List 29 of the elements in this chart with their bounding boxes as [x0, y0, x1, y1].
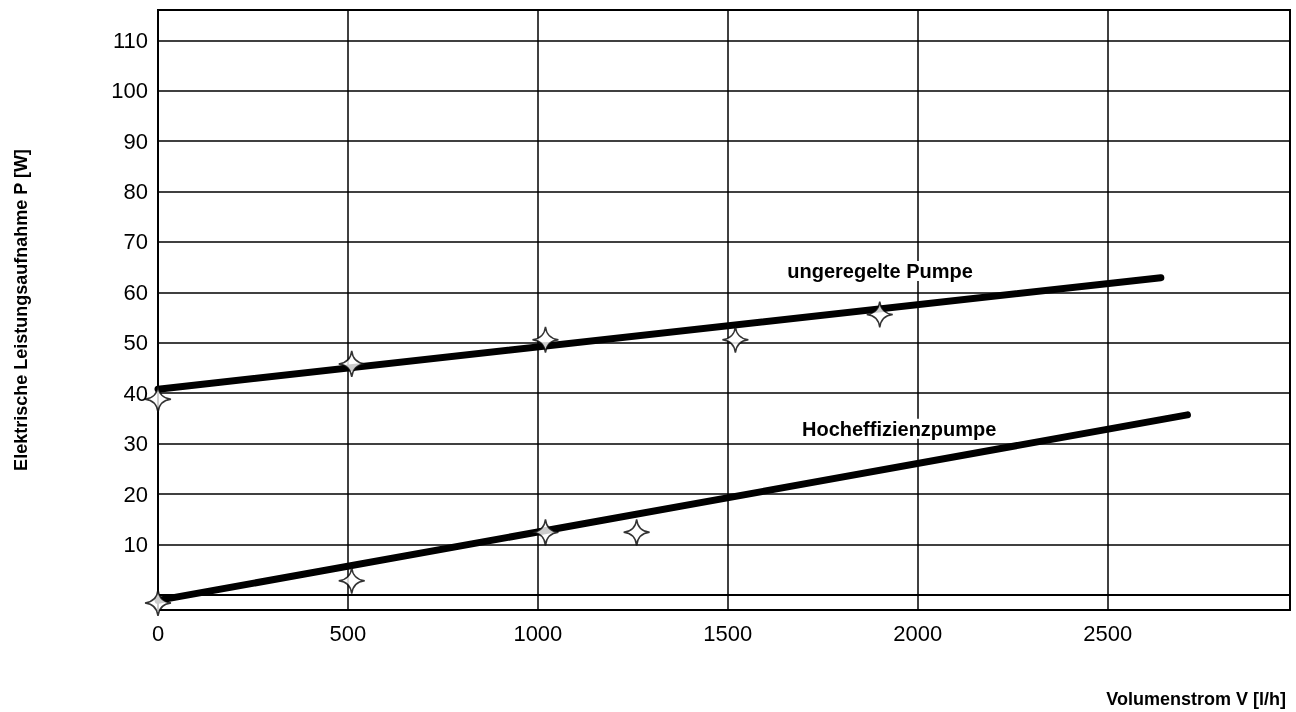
- y-tick-label: 60: [123, 279, 148, 305]
- x-tick-label: 1500: [703, 620, 753, 646]
- y-tick-label: 90: [123, 128, 148, 154]
- y-axis-title: Elektrische Leistungsaufnahme P [W]: [11, 149, 31, 471]
- y-tick-label: 110: [112, 27, 148, 53]
- y-tick-label: 20: [123, 481, 148, 507]
- x-tick-label: 2500: [1083, 620, 1133, 646]
- y-tick-label: 80: [123, 179, 148, 205]
- y-tick-label: 70: [123, 229, 148, 255]
- y-tick-label: 100: [111, 78, 148, 104]
- x-tick-label: 2000: [893, 620, 943, 646]
- point: [531, 518, 560, 547]
- point: [865, 300, 894, 329]
- y-tick-label: 40: [123, 380, 148, 406]
- series-label: ungeregelte Pumpe: [787, 259, 973, 282]
- y-tick-label: 10: [123, 531, 148, 557]
- x-tick-label: 0: [151, 620, 165, 646]
- x-tick-label: 500: [329, 620, 367, 646]
- point: [144, 589, 172, 617]
- x-tick-label: 1000: [513, 620, 563, 646]
- point: [721, 326, 750, 354]
- point: [531, 326, 560, 354]
- point: [337, 567, 366, 595]
- point: [337, 350, 366, 378]
- x-axis-title: Volumenstrom V [l/h]: [1106, 689, 1287, 709]
- point: [622, 518, 651, 547]
- series-label: Hocheffizienzpumpe: [801, 417, 997, 440]
- y-tick-label: 30: [123, 431, 148, 457]
- y-tick-label: 50: [123, 330, 148, 356]
